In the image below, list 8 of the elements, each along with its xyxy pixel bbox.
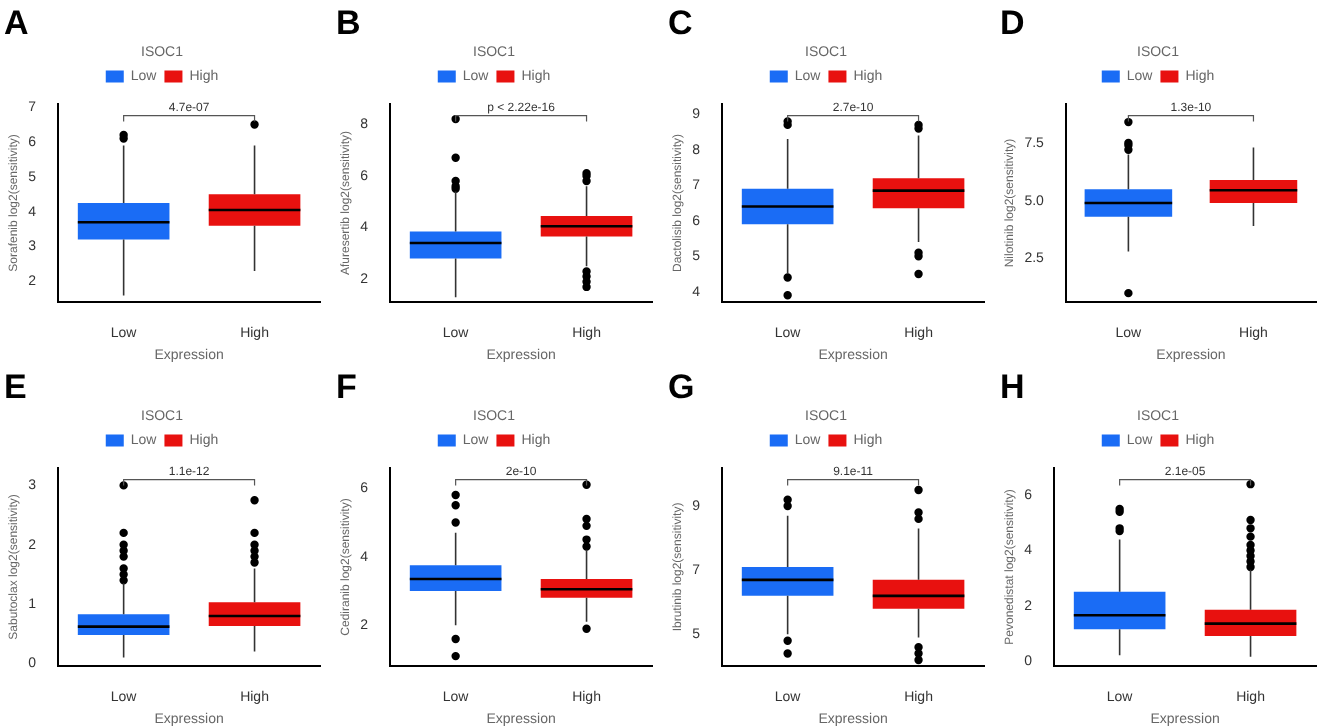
chart-title: A [4,3,29,42]
chart-title: B [336,3,361,42]
chart-title: H [1000,367,1025,406]
chart-title: G [668,367,695,406]
chart-title: C [668,3,693,42]
chart-title: F [336,367,357,406]
chart-title: D [1000,3,1025,42]
chart-title: E [4,367,27,406]
